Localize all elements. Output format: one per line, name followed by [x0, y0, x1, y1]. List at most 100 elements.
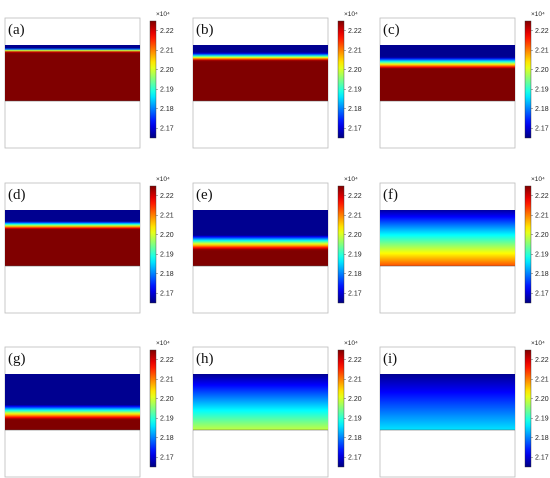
colorbar-multiplier: ×10⁴	[344, 176, 358, 183]
panel-label: (b)	[196, 22, 214, 38]
panel-label: (e)	[196, 187, 213, 203]
colorbar-tick-label: 2.19	[160, 416, 174, 423]
panel-label: (i)	[383, 351, 397, 367]
panel-g: (g) ×10⁴ 2.17 2.18 2.19 2.20 2.21 2.22	[4, 340, 174, 478]
temperature-field	[5, 210, 140, 266]
panel-label: (d)	[8, 187, 26, 203]
panel-i: (i) ×10⁴ 2.17 2.18 2.19 2.20 2.21 2.22	[379, 340, 549, 478]
panel-label: (c)	[383, 22, 400, 38]
panel-label: (f)	[383, 187, 398, 203]
colorbar-tick-label: 2.21	[535, 48, 549, 55]
colorbar-tick-label: 2.19	[535, 416, 549, 423]
colorbar-tick-label: 2.20	[160, 67, 174, 74]
temperature-field	[5, 45, 140, 101]
colorbar-tick-label: 2.19	[160, 252, 174, 259]
colorbar-tick-label: 2.21	[348, 377, 362, 384]
colorbar-tick-label: 2.21	[160, 48, 174, 55]
colorbar	[337, 349, 345, 468]
temperature-field	[193, 45, 328, 101]
panel-b: (b) ×10⁴ 2.17 2.18 2.19 2.20 2.21 2.22	[192, 11, 362, 149]
colorbar-tick-label: 2.22	[348, 357, 362, 364]
colorbar-tick-label: 2.21	[348, 213, 362, 220]
colorbar	[524, 349, 532, 468]
colorbar-tick-label: 2.21	[160, 213, 174, 220]
colorbar-tick-label: 2.18	[535, 435, 549, 442]
colorbar-tick-label: 2.17	[348, 126, 362, 133]
colorbar-tick-label: 2.19	[160, 87, 174, 94]
colorbar-tick-label: 2.21	[535, 377, 549, 384]
colorbar-multiplier: ×10⁴	[531, 176, 545, 183]
colorbar-tick-label: 2.22	[348, 28, 362, 35]
panel-label: (g)	[8, 351, 26, 367]
colorbar-tick-label: 2.19	[535, 252, 549, 259]
colorbar-tick-label: 2.20	[348, 67, 362, 74]
colorbar-tick-label: 2.18	[348, 435, 362, 442]
colorbar-multiplier: ×10⁴	[344, 340, 358, 347]
colorbar-tick-label: 2.19	[535, 87, 549, 94]
colorbar-tick-label: 2.22	[535, 193, 549, 200]
colorbar-tick-label: 2.17	[535, 126, 549, 133]
colorbar-tick-label: 2.22	[535, 28, 549, 35]
colorbar-tick-label: 2.18	[160, 435, 174, 442]
temperature-field	[380, 45, 515, 101]
colorbar-tick-label: 2.21	[348, 48, 362, 55]
colorbar-tick-label: 2.20	[160, 232, 174, 239]
temperature-field	[193, 374, 328, 430]
colorbar-multiplier: ×10⁴	[344, 11, 358, 18]
colorbar-tick-label: 2.20	[348, 232, 362, 239]
colorbar-multiplier: ×10⁴	[531, 11, 545, 18]
colorbar-multiplier: ×10⁴	[156, 340, 170, 347]
panel-h: (h) ×10⁴ 2.17 2.18 2.19 2.20 2.21 2.22	[192, 340, 362, 478]
colorbar-tick-label: 2.17	[160, 126, 174, 133]
temperature-field	[5, 374, 140, 430]
colorbar-tick-label: 2.22	[160, 193, 174, 200]
colorbar-tick-label: 2.18	[535, 106, 549, 113]
colorbar-tick-label: 2.20	[160, 396, 174, 403]
panel-a: (a) ×10⁴ 2.17 2.18 2.19 2.20 2.21 2.22	[4, 11, 174, 149]
colorbar-multiplier: ×10⁴	[156, 11, 170, 18]
colorbar-tick-label: 2.19	[348, 87, 362, 94]
colorbar	[337, 185, 345, 304]
panel-d: (d) ×10⁴ 2.17 2.18 2.19 2.20 2.21 2.22	[4, 176, 174, 314]
temperature-field	[380, 374, 515, 430]
colorbar-tick-label: 2.17	[160, 455, 174, 462]
colorbar-multiplier: ×10⁴	[156, 176, 170, 183]
colorbar-tick-label: 2.19	[348, 416, 362, 423]
colorbar	[524, 185, 532, 304]
panel-label: (a)	[8, 22, 25, 38]
colorbar-tick-label: 2.18	[348, 106, 362, 113]
colorbar-tick-label: 2.21	[160, 377, 174, 384]
colorbar-tick-label: 2.20	[348, 396, 362, 403]
colorbar	[524, 20, 532, 139]
colorbar-tick-label: 2.20	[535, 396, 549, 403]
colorbar-tick-label: 2.21	[535, 213, 549, 220]
colorbar-tick-label: 2.17	[160, 291, 174, 298]
panel-c: (c) ×10⁴ 2.17 2.18 2.19 2.20 2.21 2.22	[379, 11, 549, 149]
colorbar-tick-label: 2.17	[348, 455, 362, 462]
colorbar-tick-label: 2.18	[348, 271, 362, 278]
colorbar-tick-label: 2.22	[535, 357, 549, 364]
colorbar	[337, 20, 345, 139]
colorbar-tick-label: 2.19	[348, 252, 362, 259]
panel-label: (h)	[196, 351, 214, 367]
colorbar-tick-label: 2.17	[348, 291, 362, 298]
colorbar	[149, 20, 157, 139]
colorbar-tick-label: 2.22	[348, 193, 362, 200]
temperature-field	[193, 210, 328, 266]
colorbar-tick-label: 2.17	[535, 455, 549, 462]
panel-e: (e) ×10⁴ 2.17 2.18 2.19 2.20 2.21 2.22	[192, 176, 362, 314]
colorbar-tick-label: 2.17	[535, 291, 549, 298]
colorbar-multiplier: ×10⁴	[531, 340, 545, 347]
colorbar-tick-label: 2.22	[160, 28, 174, 35]
colorbar-tick-label: 2.20	[535, 232, 549, 239]
colorbar-tick-label: 2.18	[160, 106, 174, 113]
panel-f: (f) ×10⁴ 2.17 2.18 2.19 2.20 2.21 2.22	[379, 176, 549, 314]
colorbar	[149, 185, 157, 304]
colorbar-tick-label: 2.20	[535, 67, 549, 74]
colorbar-tick-label: 2.18	[535, 271, 549, 278]
colorbar	[149, 349, 157, 468]
temperature-field	[380, 210, 515, 266]
colorbar-tick-label: 2.18	[160, 271, 174, 278]
colorbar-tick-label: 2.22	[160, 357, 174, 364]
